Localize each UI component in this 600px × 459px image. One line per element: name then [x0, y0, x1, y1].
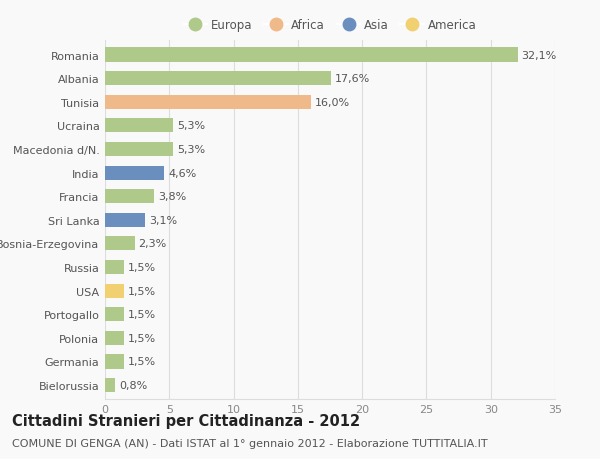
Text: 1,5%: 1,5% — [128, 357, 156, 367]
Text: 5,3%: 5,3% — [177, 121, 205, 131]
Bar — [105, 119, 173, 133]
Bar — [105, 378, 115, 392]
Text: 4,6%: 4,6% — [168, 168, 196, 178]
Text: 32,1%: 32,1% — [521, 50, 557, 61]
Bar — [105, 354, 124, 369]
Text: 1,5%: 1,5% — [128, 286, 156, 296]
Bar — [105, 166, 164, 180]
Text: COMUNE DI GENGA (AN) - Dati ISTAT al 1° gennaio 2012 - Elaborazione TUTTITALIA.I: COMUNE DI GENGA (AN) - Dati ISTAT al 1° … — [12, 438, 488, 448]
Text: 0,8%: 0,8% — [119, 380, 148, 390]
Bar — [105, 260, 124, 274]
Text: 3,1%: 3,1% — [149, 215, 177, 225]
Text: 1,5%: 1,5% — [128, 333, 156, 343]
Text: 5,3%: 5,3% — [177, 145, 205, 155]
Bar — [105, 48, 518, 62]
Text: 1,5%: 1,5% — [128, 309, 156, 319]
Legend: Europa, Africa, Asia, America: Europa, Africa, Asia, America — [184, 19, 476, 32]
Bar — [105, 143, 173, 157]
Bar — [105, 190, 154, 204]
Bar — [105, 72, 331, 86]
Bar — [105, 237, 134, 251]
Text: Cittadini Stranieri per Cittadinanza - 2012: Cittadini Stranieri per Cittadinanza - 2… — [12, 413, 360, 428]
Bar — [105, 331, 124, 345]
Bar — [105, 95, 311, 110]
Bar — [105, 308, 124, 322]
Text: 1,5%: 1,5% — [128, 263, 156, 273]
Text: 2,3%: 2,3% — [139, 239, 167, 249]
Text: 3,8%: 3,8% — [158, 192, 186, 202]
Text: 17,6%: 17,6% — [335, 74, 370, 84]
Text: 16,0%: 16,0% — [314, 98, 350, 107]
Bar — [105, 284, 124, 298]
Bar — [105, 213, 145, 227]
